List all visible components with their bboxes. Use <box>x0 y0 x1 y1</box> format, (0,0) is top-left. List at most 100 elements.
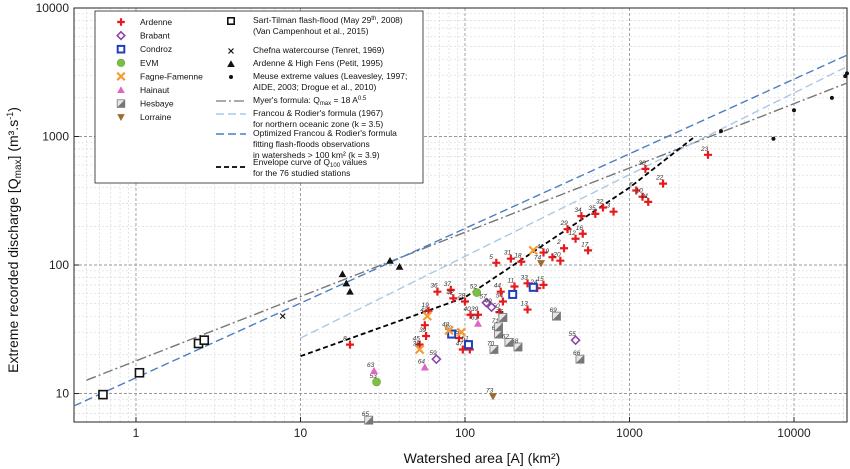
ardenne-point-label: 31 <box>504 250 512 257</box>
ardenne-point-label: 34 <box>574 207 582 214</box>
y-tick-label: 10 <box>56 386 70 400</box>
legend-entry-2-line0: Ardenne & High Fens (Petit, 1995) <box>253 58 383 68</box>
legend-entry-3-line1: AIDE, 2003; Drogue et al., 2010) <box>253 82 376 92</box>
hesbaye-point-fill <box>575 355 584 364</box>
ardenne-point <box>517 257 526 266</box>
legend-entry-7: Envelope curve of Q100 values <box>253 157 367 169</box>
fagne-famenne-point-label: 38 <box>413 340 421 347</box>
francou-rodier-curve <box>300 65 848 339</box>
ardenne-point <box>466 310 475 319</box>
ardenne-point-label: 29 <box>560 220 569 227</box>
ardenne-point <box>449 294 458 303</box>
ardenne-point <box>415 340 424 349</box>
hesbaye-point-fill <box>513 343 522 352</box>
ardenne-point-label: 10 <box>636 188 644 195</box>
ardenne-point-label: 6 <box>629 181 633 188</box>
ardenne-point <box>560 244 569 253</box>
ardenne-high-fens-point <box>346 287 354 295</box>
fagne-famenne-point <box>422 311 433 321</box>
legend-entry-0: Sart-Tilman flash-flood (May 29th, 2008) <box>253 15 403 25</box>
plot-frame <box>73 7 848 423</box>
condroz-point <box>508 289 518 299</box>
ardenne-point <box>496 287 505 296</box>
evm-point <box>472 288 482 297</box>
fagne-famenne-point <box>414 344 425 355</box>
brabant-point-label: 59 <box>429 350 437 357</box>
ardenne-point <box>578 229 587 238</box>
y-axis-label-unit: ] (m³.s <box>5 120 21 160</box>
ardenne-point <box>446 285 455 294</box>
x-tick-label: 10000 <box>777 426 811 440</box>
hesbaye-point-label: 69 <box>549 307 557 314</box>
ardenne-point <box>577 212 586 221</box>
hesbaye-point-label: 68 <box>511 338 519 345</box>
legend-label-hainaut: Hainaut <box>140 85 170 95</box>
ardenne-point <box>556 256 565 265</box>
ardenne-point-label: 13 <box>521 301 529 308</box>
legend-label-hesbaye: Hesbaye <box>140 99 174 109</box>
brabant-point <box>481 297 492 308</box>
hainaut-point <box>474 319 483 327</box>
optimized-francou-rodier-curve <box>73 54 848 407</box>
legend-entry-6-line1: fitting flash-floods observations <box>253 139 370 149</box>
ardenne-point-label: 32 <box>596 199 604 206</box>
lorraine-point-label: 74 <box>534 254 542 261</box>
ardenne-point-label: 21 <box>640 193 649 200</box>
fagne-famenne-point-label: 48 <box>442 321 450 328</box>
legend-marker-lorraine <box>117 114 125 121</box>
hainaut-point-label: 63 <box>367 362 375 369</box>
ardenne-point-label: 42 <box>446 289 454 296</box>
ardenne-point-label: 17 <box>581 241 589 248</box>
ardenne-point <box>460 297 469 306</box>
brabant-point <box>431 354 442 365</box>
ardenne-point-label: 3 <box>607 203 611 210</box>
legend-label-condroz: Condroz <box>140 44 172 54</box>
ardenne-point <box>632 186 641 195</box>
ardenne-point <box>644 197 653 206</box>
ardenne-point-label: 23 <box>700 146 709 153</box>
sart-tilman-flash-flood-point <box>199 335 210 345</box>
meuse-extreme-values-point <box>791 108 796 113</box>
ardenne-point <box>510 282 519 291</box>
legend-label-evm: EVM <box>140 58 158 68</box>
ardenne-point <box>659 179 668 188</box>
ardenne-point <box>539 280 548 289</box>
ardenne-point <box>591 209 600 218</box>
hesbaye-point-fill <box>494 322 503 331</box>
condroz-point-label: 51 <box>461 336 469 343</box>
legend-label-fagne-famenne: Fagne-Famenne <box>140 71 203 81</box>
legend-marker-fagne-famenne <box>116 71 126 81</box>
fagne-famenne-point <box>444 325 454 336</box>
ardenne-point <box>498 297 507 306</box>
ardenne-point-label: 11 <box>508 278 515 285</box>
ardenne-point-label: 15 <box>536 276 544 283</box>
x-tick-label: 1000 <box>616 426 643 440</box>
ardenne-point-label: 36 <box>430 283 438 290</box>
ardenne-point-label: 28 <box>457 292 466 299</box>
ardenne-point <box>420 321 429 330</box>
hesbaye-point-fill <box>494 330 503 339</box>
ardenne-point <box>563 225 572 234</box>
brabant-point <box>486 301 497 313</box>
y-axis-label-sub: max <box>13 159 24 178</box>
hainaut-point <box>420 363 429 371</box>
legend-entry-4-sup: 0.5 <box>358 96 367 102</box>
legend-entry-3-line0: Meuse extreme values (Leavesley, 1997; <box>253 71 407 81</box>
ardenne-point-label: 35 <box>588 205 596 212</box>
fagne-famenne-point <box>456 327 467 337</box>
fagne-famenne-point-label: 43 <box>420 307 428 314</box>
ardenne-point-label: 54 <box>496 292 504 299</box>
ardenne-point-label: 16 <box>576 225 584 232</box>
ardenne-high-fens-point <box>395 262 404 270</box>
y-axis-label-end: ) <box>5 107 21 112</box>
legend-entry-7-a: Envelope curve of Q <box>253 157 330 167</box>
legend-label-ardenne: Ardenne <box>140 17 172 27</box>
ardenne-point-label: 37 <box>444 281 452 288</box>
ardenne-point-label: 12 <box>569 230 577 237</box>
legend-marker-hesbaye-fill <box>117 99 125 108</box>
ardenne-point <box>609 207 618 216</box>
meuse-extreme-values-point <box>829 95 834 100</box>
ardenne-point-label: 45 <box>413 336 421 343</box>
legend-entry-5-line0: Francou & Rodier's formula (1967) <box>253 108 383 118</box>
legend-entry-6-line2: in watersheds > 100 km² (k = 3.9) <box>253 150 380 160</box>
